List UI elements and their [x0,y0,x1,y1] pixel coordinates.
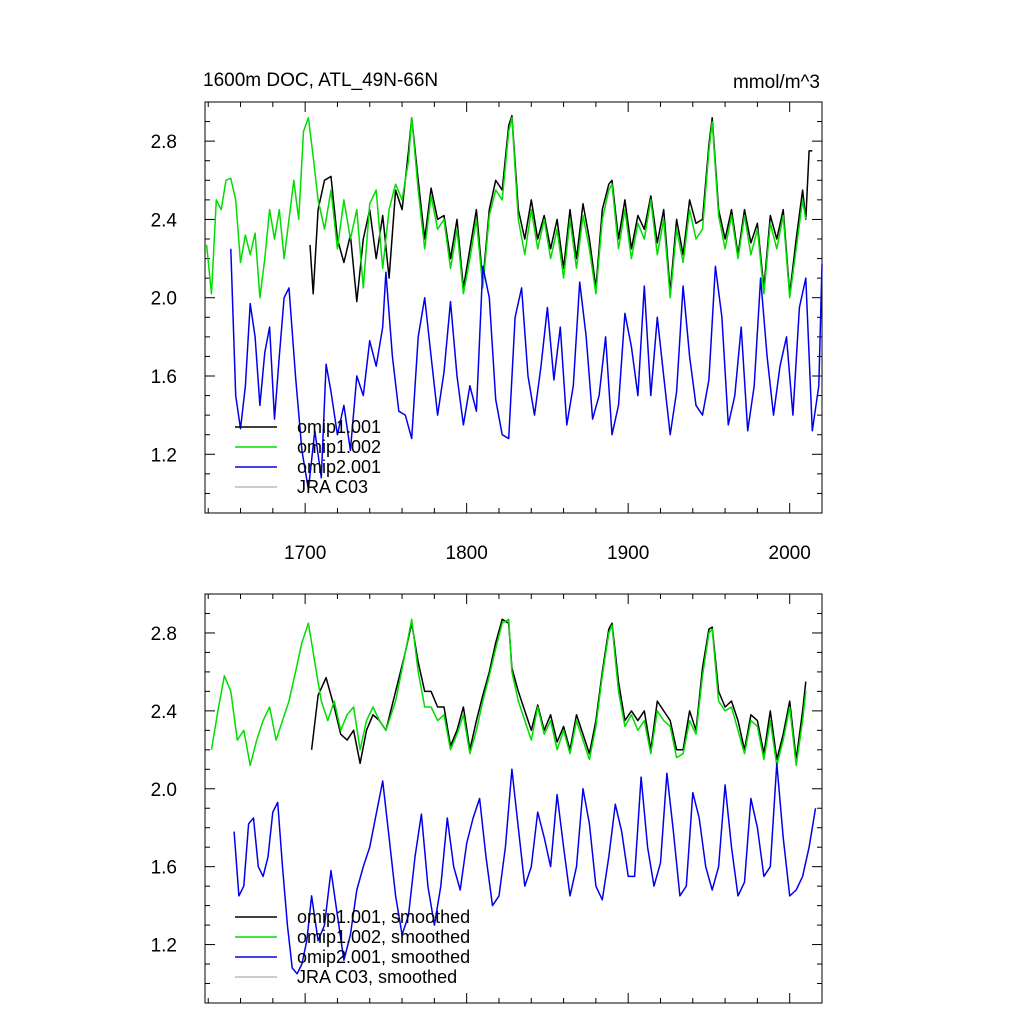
top-plot-frame [204,101,823,514]
top-panel: 1700 1800 1900 2000 1.2 1.6 2.0 2.4 2.8 1600m DOC… [151,70,823,564]
bottom-y-tick-label: 2.4 [151,702,178,723]
top-y-tick-label: 2.4 [151,210,178,231]
top-y-tick-label: 2.0 [151,289,177,310]
bottom-series-line-omip1-001 [310,618,807,765]
top-legend-label: omip1.002 [297,437,381,457]
bottom-legend-label: JRA C03, smoothed [297,967,457,987]
top-x-tick-label: 1800 [446,543,488,564]
top-legend-label: omip1.001 [297,417,381,437]
top-units-label: mmol/m^3 [733,72,820,93]
bottom-legend-label: omip1.001, smoothed [297,907,470,927]
bottom-y-tick-label: 2.0 [151,780,177,801]
top-y-tick-label: 1.2 [151,445,177,466]
top-x-tick-label: 1700 [284,543,326,564]
top-series-line-omip1-002 [205,116,807,299]
bottom-plot-frame [204,593,823,1004]
top-y-tick-label: 2.8 [151,132,177,153]
bottom-y-tick-label: 1.6 [151,858,177,879]
bottom-legend-label: omip1.002, smoothed [297,927,470,947]
top-chart-title: 1600m DOC, ATL_49N-66N [203,70,438,91]
bottom-legend-label: omip2.001, smoothed [297,947,470,967]
top-series-line-omip2-001 [230,248,823,491]
top-series-line-omip1-001 [309,114,813,303]
top-legend-label: JRA C03 [297,477,368,497]
bottom-series-line-omip1-002 [210,618,807,767]
top-x-tick-label: 2000 [769,543,811,564]
bottom-panel: 1.2 1.6 2.0 2.4 2.8 omip1.001, smoothedomip1.… [151,593,823,1004]
top-x-tick-label: 1900 [607,543,649,564]
bottom-y-tick-label: 1.2 [151,936,177,957]
top-legend-label: omip2.001 [297,457,381,477]
bottom-series-line-omip2-001 [233,762,817,975]
top-y-tick-label: 1.6 [151,367,177,388]
bottom-y-tick-label: 2.8 [151,624,177,645]
